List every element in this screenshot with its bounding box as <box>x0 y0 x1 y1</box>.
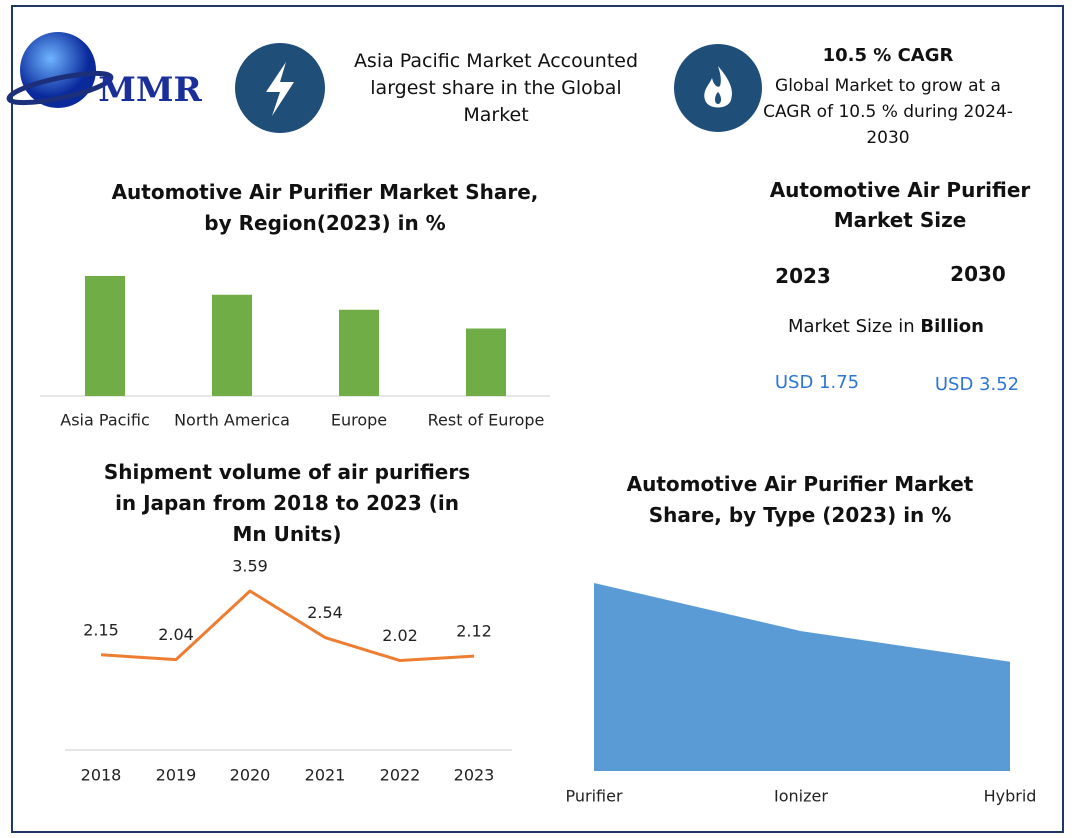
frame <box>11 5 1064 833</box>
x-tick-label: 2021 <box>305 766 346 785</box>
unit-prefix: Market Size in <box>787 316 915 337</box>
x-tick-label: Europe <box>331 411 387 430</box>
chart-title: Automotive Air Purifier Market Share, by… <box>111 180 539 235</box>
x-tick-label: Asia Pacific <box>60 411 149 430</box>
bar <box>85 276 125 396</box>
x-tick-label: 2020 <box>230 766 271 785</box>
year: 2023 <box>775 264 831 288</box>
data-label: 3.59 <box>232 557 268 576</box>
year: 2030 <box>950 262 1006 286</box>
bar <box>212 294 252 396</box>
x-tick-label: Purifier <box>565 787 622 806</box>
x-tick-label: Hybrid <box>984 787 1037 806</box>
highlight-text: Asia Pacific Market Accounted largest sh… <box>353 50 639 126</box>
x-tick-label: Ionizer <box>774 787 828 806</box>
x-tick-label: 2023 <box>454 766 495 785</box>
x-tick-label: Rest of Europe <box>428 411 545 430</box>
size-title: Automotive Air Purifier Market Size <box>769 178 1031 232</box>
x-tick-label: 2019 <box>156 766 197 785</box>
x-tick-label: 2018 <box>81 766 122 785</box>
bar <box>339 309 379 396</box>
x-tick-label: 2022 <box>380 766 421 785</box>
area <box>594 583 1010 771</box>
data-label: 2.15 <box>83 620 119 639</box>
data-label: 2.12 <box>456 622 492 641</box>
bar <box>466 328 506 396</box>
size-value: USD 1.75 <box>774 372 860 393</box>
cagr-title: 10.5 % CAGR <box>822 45 954 66</box>
data-label: 2.54 <box>307 603 343 622</box>
lightning-icon <box>266 62 294 116</box>
flame-icon <box>704 66 732 108</box>
chart-title: Shipment volume of air purifiers in Japa… <box>103 460 471 546</box>
logo-ring <box>6 70 114 106</box>
unit: Billion <box>920 316 984 337</box>
data-label: 2.04 <box>158 625 194 644</box>
data-label: 2.02 <box>382 626 418 645</box>
line <box>100 589 475 663</box>
size-unit: Market Size in Billion <box>736 316 1036 337</box>
chart-title: Automotive Air Purifier Market Share, by… <box>626 472 974 527</box>
size-value: USD 3.52 <box>934 374 1020 395</box>
logo-globe <box>20 32 96 108</box>
logo-text: MMR <box>98 70 202 110</box>
x-tick-label: North America <box>174 411 290 430</box>
cagr-text: Global Market to grow at a CAGR of 10.5 … <box>763 76 1013 148</box>
